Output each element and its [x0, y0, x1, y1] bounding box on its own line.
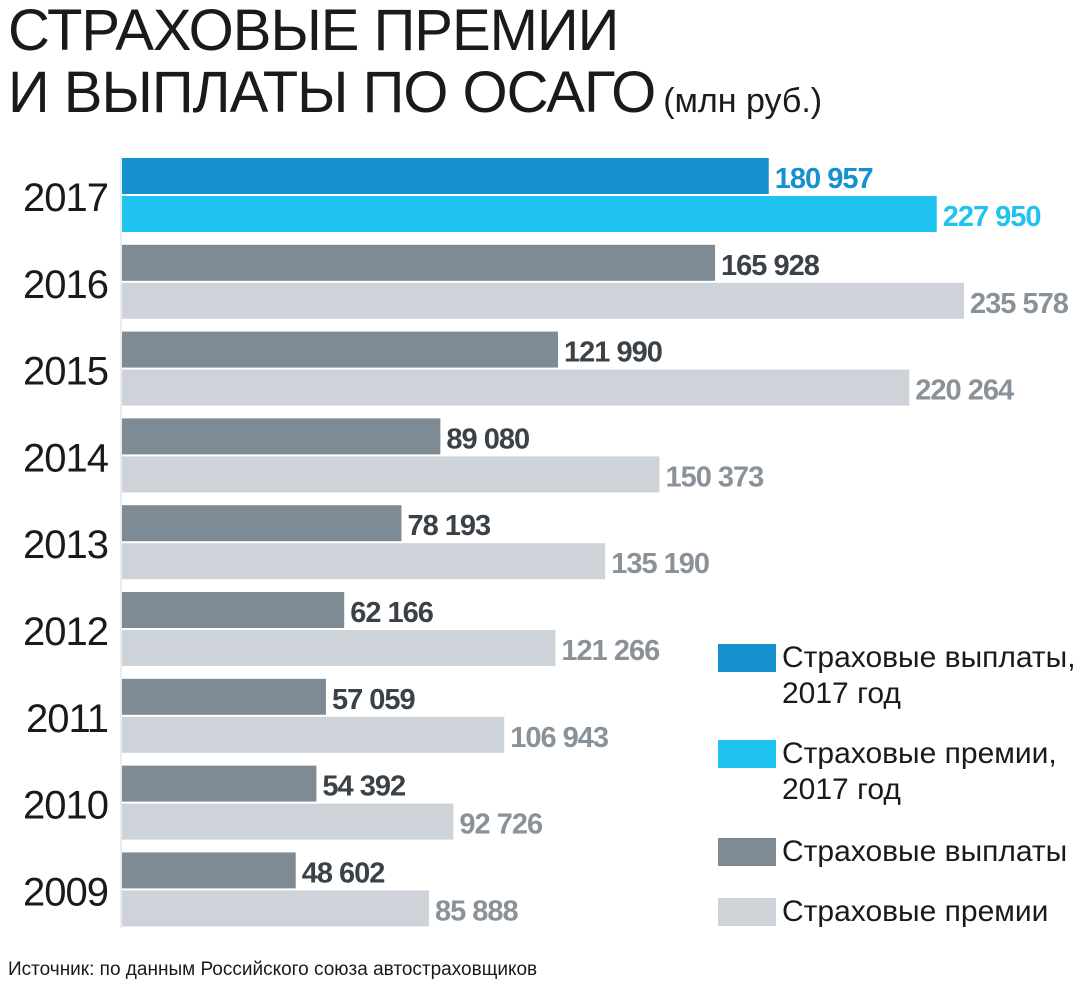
bar-payouts-2015 — [122, 331, 559, 368]
data-label-premiums-2014: 150 373 — [665, 461, 764, 493]
bar-premiums-2017 — [122, 196, 937, 232]
bar-premiums-2010 — [122, 803, 454, 840]
bar-premiums-2015 — [122, 369, 910, 406]
data-label-payouts-2015: 121 990 — [564, 337, 662, 369]
bar-payouts-2011 — [122, 678, 326, 715]
title-line-2-text: И ВЫПЛАТЫ ПО ОСАГО — [8, 60, 656, 125]
data-label-payouts-2016: 165 928 — [721, 250, 820, 282]
bar-payouts-2014 — [122, 418, 441, 455]
legend-label-premiums: Страховые премии — [782, 895, 1049, 928]
data-label-premiums-2009: 85 888 — [435, 895, 519, 927]
bar-payouts-2010 — [122, 765, 317, 802]
data-label-payouts-2013: 78 193 — [407, 510, 491, 542]
chart-title: СТРАХОВЫЕ ПРЕМИИ И ВЫПЛАТЫ ПО ОСАГО (млн … — [8, 0, 822, 132]
data-label-premiums-2016: 235 578 — [970, 288, 1069, 320]
bar-payouts-2012 — [122, 592, 345, 628]
year-label: 2013 — [23, 523, 108, 567]
bar-premiums-2014 — [122, 456, 660, 493]
year-label: 2017 — [23, 176, 108, 220]
year-label: 2011 — [26, 697, 108, 741]
bar-payouts-2016 — [122, 244, 716, 281]
year-label: 2010 — [23, 784, 108, 828]
title-line-1: СТРАХОВЫЕ ПРЕМИИ — [8, 0, 619, 63]
source-note: Источник: по данным Российского союза ав… — [8, 959, 538, 980]
data-label-payouts-2017: 180 957 — [775, 163, 873, 195]
data-label-payouts-2012: 62 166 — [350, 597, 434, 629]
data-label-premiums-2013: 135 190 — [611, 548, 709, 580]
bar-payouts-2017 — [122, 158, 769, 194]
data-label-premiums-2015: 220 264 — [915, 375, 1014, 407]
legend-swatch-payouts-2017 — [718, 644, 776, 672]
data-label-payouts-2010: 54 392 — [322, 771, 405, 803]
legend-swatch-premiums — [718, 898, 776, 926]
data-label-premiums-2010: 92 726 — [459, 809, 543, 841]
data-label-premiums-2011: 106 943 — [510, 722, 609, 754]
year-label: 2014 — [23, 436, 109, 480]
bar-premiums-2009 — [122, 890, 429, 927]
year-label: 2012 — [23, 610, 108, 654]
unit-label: (млн руб.) — [663, 82, 823, 120]
data-label-premiums-2012: 121 266 — [561, 635, 660, 667]
legend-swatch-payouts — [718, 838, 776, 866]
legend-label-premiums-2017: Страховые премии, 2017 год — [782, 737, 1057, 806]
year-label: 2009 — [23, 870, 108, 914]
data-label-payouts-2014: 89 080 — [446, 423, 529, 455]
bar-premiums-2016 — [122, 282, 964, 319]
bar-premiums-2012 — [122, 630, 556, 666]
bar-payouts-2013 — [122, 505, 402, 542]
legend-swatch-premiums-2017 — [718, 740, 776, 768]
legend-label-payouts-2017: Страховые выплаты, 2017 год — [782, 641, 1076, 710]
data-label-payouts-2011: 57 059 — [332, 684, 416, 716]
data-label-premiums-2017: 227 950 — [943, 201, 1041, 233]
bar-premiums-2011 — [122, 716, 505, 753]
bar-premiums-2013 — [122, 543, 606, 580]
title-line-2: И ВЫПЛАТЫ ПО ОСАГО (млн руб.) — [8, 62, 822, 132]
data-label-payouts-2009: 48 602 — [302, 857, 385, 889]
year-label: 2015 — [23, 350, 108, 394]
legend-label-payouts: Страховые выплаты — [782, 835, 1068, 868]
bar-payouts-2009 — [122, 852, 296, 889]
year-label: 2016 — [23, 263, 108, 307]
